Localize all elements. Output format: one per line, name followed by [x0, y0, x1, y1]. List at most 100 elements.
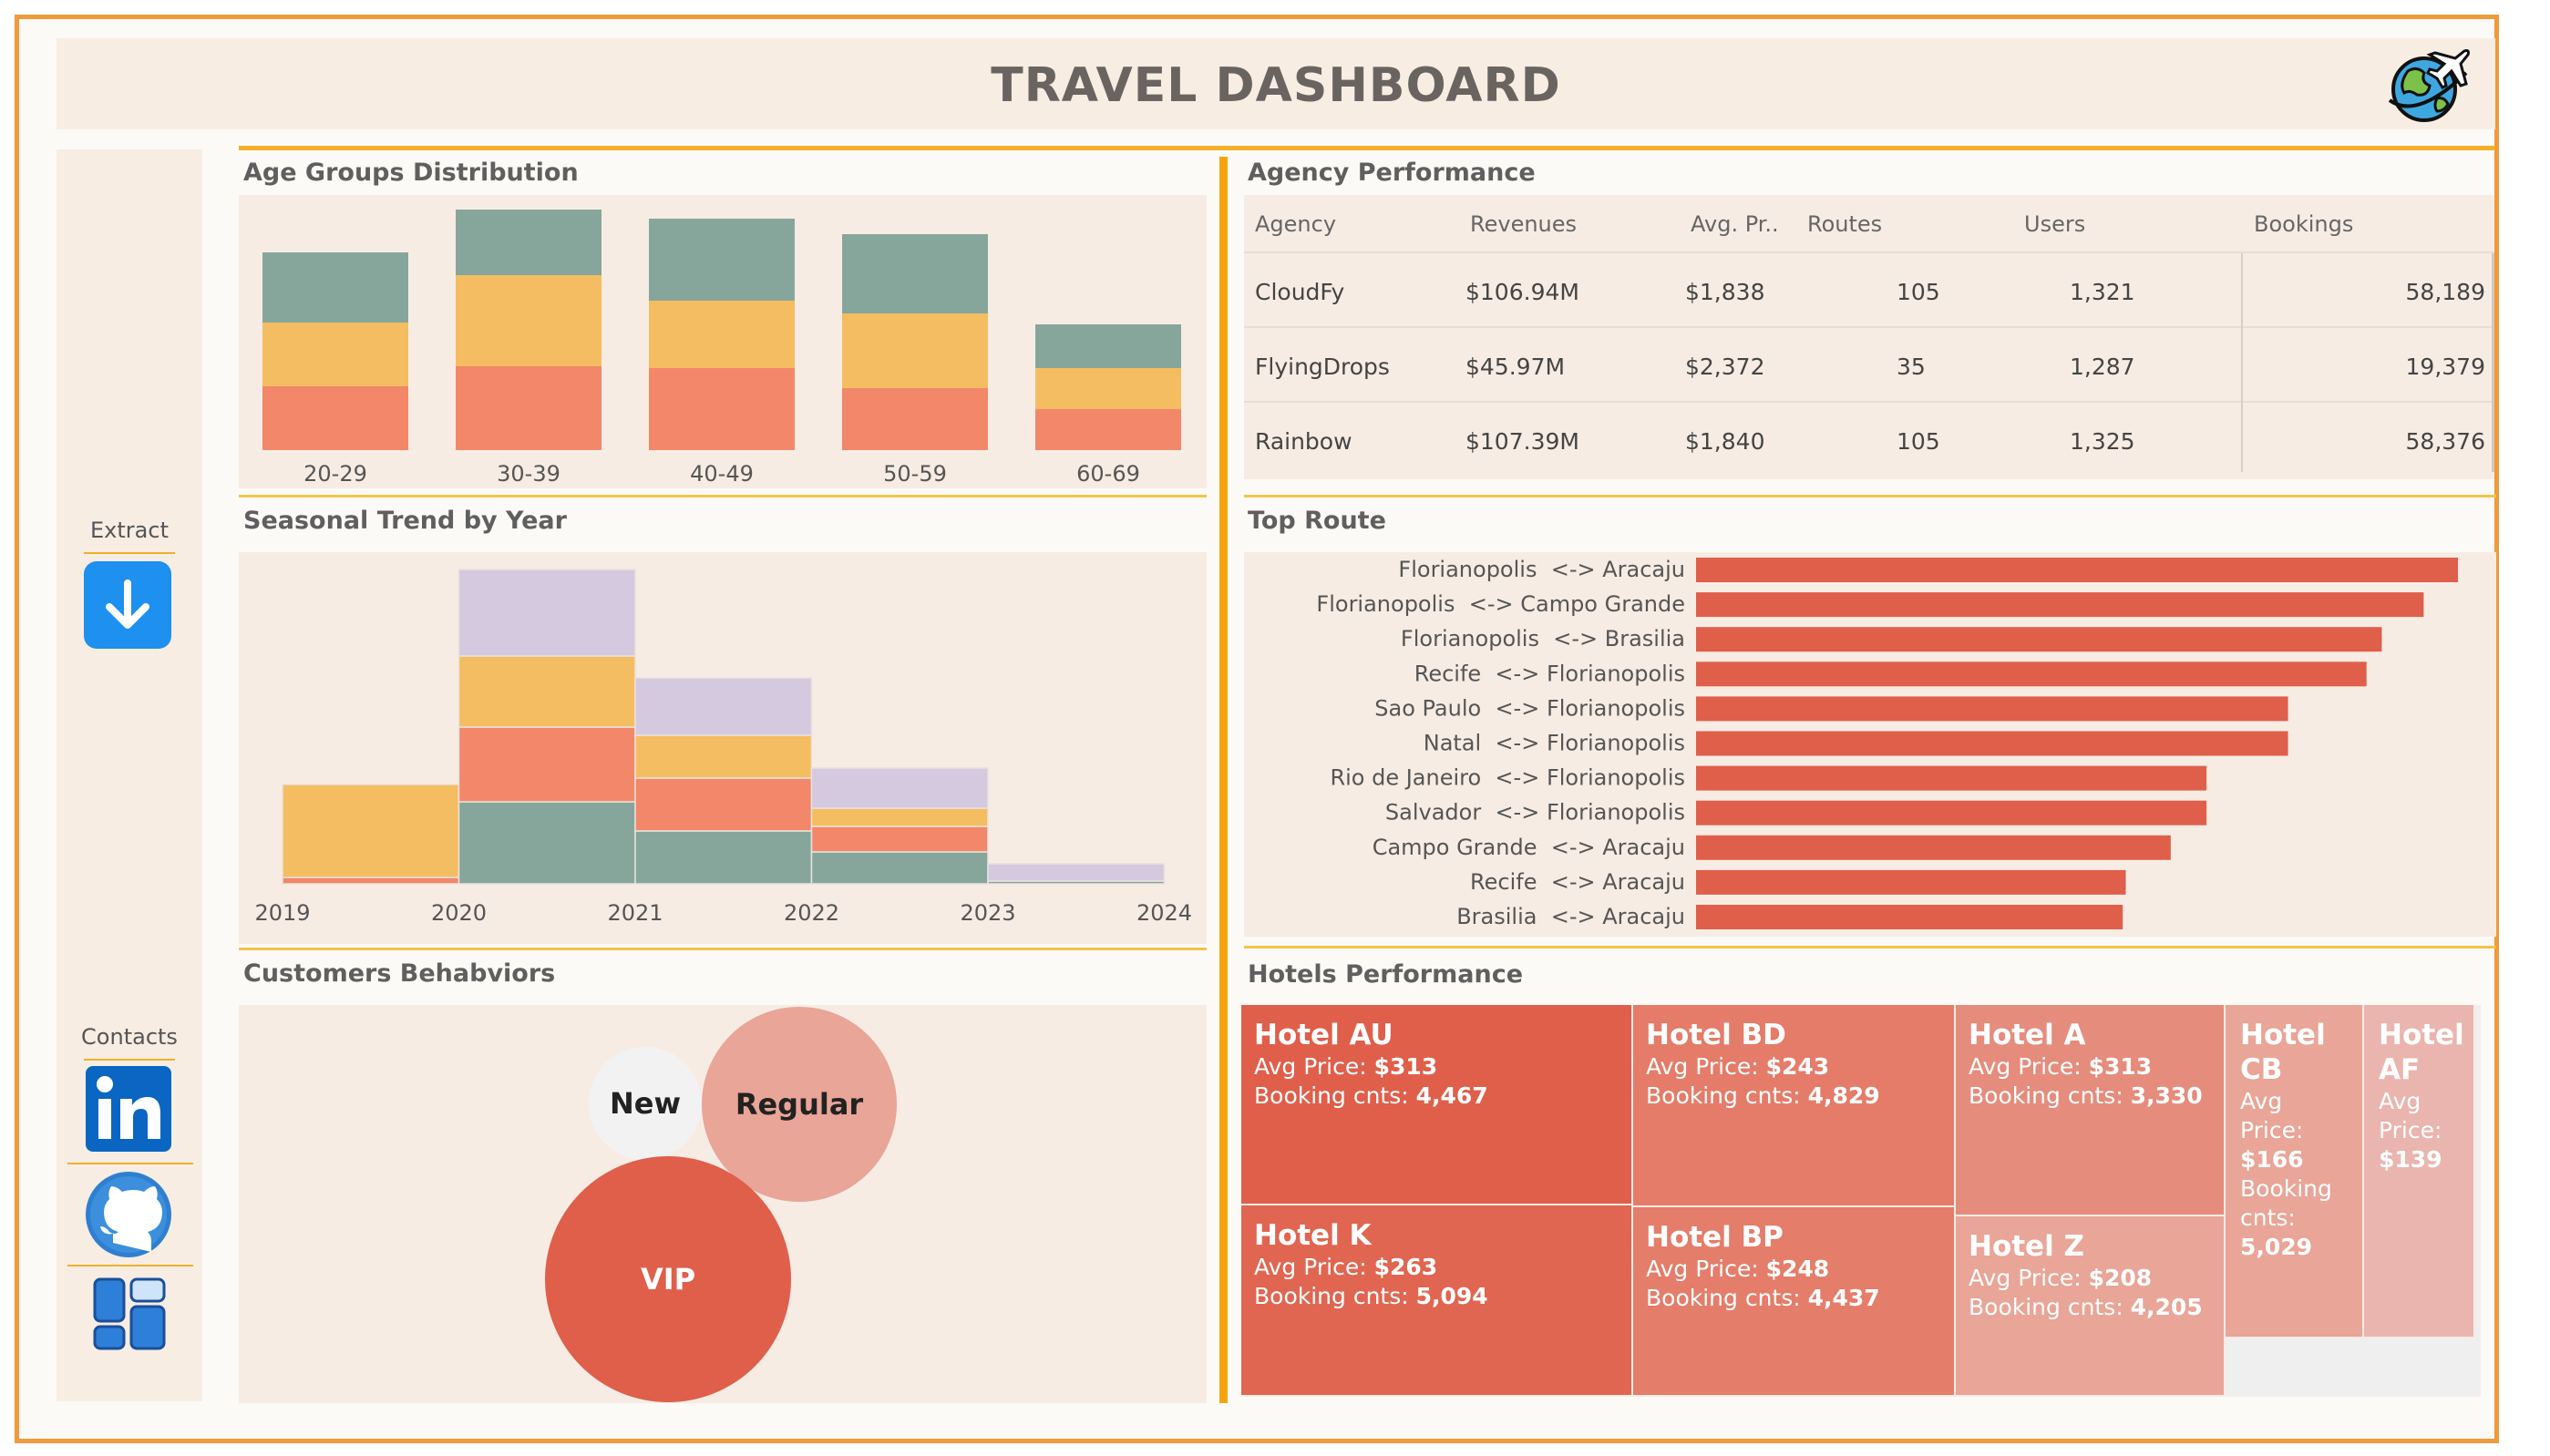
route-label: Brasilia <-> Aracaju	[1456, 904, 1685, 929]
season-bar-segment	[634, 734, 813, 779]
age-bar-segment	[842, 234, 988, 313]
cell-avg-price: $1,838	[1685, 279, 1765, 305]
col-header-routes[interactable]: Routes	[1807, 211, 1883, 237]
route-label: Recife <-> Aracaju	[1470, 869, 1685, 895]
price-label: Avg Price:	[1646, 1256, 1766, 1282]
cell-agency: FlyingDrops	[1255, 354, 1390, 380]
download-arrow-icon	[106, 579, 149, 629]
bubble-vip[interactable]: VIP	[545, 1156, 791, 1402]
age-bar-segment	[842, 313, 988, 388]
age-tick-label: 30-39	[497, 461, 560, 487]
sidebar: Extract Contacts	[57, 149, 202, 1401]
hotel-name: Hotel BD	[1646, 1019, 1786, 1051]
hotel-price: $263	[1373, 1254, 1438, 1280]
price-label: Avg Price:	[1254, 1053, 1374, 1080]
season-bar-segment	[810, 767, 989, 809]
bubble-regular[interactable]: Regular	[702, 1007, 897, 1202]
hotel-price: $313	[2088, 1053, 2153, 1080]
dashboard-link[interactable]	[89, 1274, 170, 1354]
col-header-agency[interactable]: Agency	[1255, 211, 1337, 237]
season-bar-segment	[810, 851, 989, 885]
hotel-tile[interactable]: Hotel BP Avg Price: $248 Booking cnts: 4…	[1633, 1207, 1956, 1397]
season-tick-label: 2020	[431, 900, 487, 926]
hotel-bookings: 4,467	[1415, 1082, 1488, 1109]
seasonal-trend-panel: 2019 2020 2021 2022 2023 2024	[239, 552, 1207, 944]
table-row[interactable]: CloudFy $106.94M $1,838 105 1,321 58,189	[1244, 251, 2494, 326]
hotel-bookings: 5,029	[2240, 1234, 2313, 1260]
price-label: Avg Price:	[1646, 1053, 1766, 1080]
col-header-revenues[interactable]: Revenues	[1470, 211, 1578, 237]
contacts-divider-3	[67, 1265, 193, 1266]
route-bar	[1696, 800, 2207, 825]
age-tick-label: 40-49	[690, 461, 754, 487]
season-bar-segment	[810, 807, 989, 827]
age-bar-segment	[1035, 324, 1181, 368]
hotel-name: Hotel CB	[2240, 1019, 2326, 1086]
route-bar	[1696, 661, 2367, 687]
hotel-tile[interactable]: Hotel AU Avg Price: $313 Booking cnts: 4…	[1241, 1005, 1633, 1205]
hotel-tile[interactable]: Hotel A Avg Price: $313 Booking cnts: 3,…	[1956, 1005, 2226, 1216]
cell-bookings: 58,376	[2405, 428, 2485, 455]
age-groups-panel: 20-29 30-39 40-49 50-59 60-69	[239, 195, 1207, 488]
seasonal-trend-chart: 2019 2020 2021 2022 2023 2024	[254, 569, 1192, 926]
col-header-bookings[interactable]: Bookings	[2254, 211, 2354, 237]
hotel-tile[interactable]: Hotel K Avg Price: $263 Booking cnts: 5,…	[1241, 1205, 1633, 1397]
hotel-bookings: 3,330	[2130, 1082, 2203, 1109]
linkedin-link[interactable]	[86, 1066, 171, 1152]
col-header-users[interactable]: Users	[2024, 211, 2086, 237]
age-groups-title: Age Groups Distribution	[243, 159, 579, 187]
cell-users: 1,287	[2070, 354, 2135, 380]
table-row[interactable]: Rainbow $107.39M $1,840 105 1,325 58,376	[1244, 401, 2494, 476]
github-link[interactable]	[86, 1172, 171, 1257]
agency-table: Agency Revenues Avg. Pr.. Routes Users B…	[1244, 195, 2494, 479]
route-label: Natal <-> Florianopolis	[1424, 731, 1685, 756]
hotel-bookings: 4,829	[1807, 1082, 1880, 1109]
route-bar	[1696, 765, 2207, 791]
price-label: Avg Price:	[2379, 1088, 2442, 1143]
cell-agency: CloudFy	[1255, 279, 1345, 305]
hotel-tile[interactable]: Hotel CB Avg Price: $166 Booking cnts: 5…	[2226, 1005, 2364, 1338]
download-button[interactable]	[84, 561, 171, 649]
route-label: Campo Grande <-> Aracaju	[1373, 835, 1685, 860]
section-divider	[239, 948, 1207, 950]
route-bar	[1696, 869, 2126, 895]
age-bar-segment	[649, 219, 795, 301]
top-route-panel: Florianopolis <-> Aracaju Florianopolis <…	[1244, 552, 2496, 937]
hotel-name: Hotel BP	[1646, 1221, 1784, 1254]
bookings-label: Booking cnts:	[1254, 1283, 1416, 1309]
season-bar-segment	[634, 677, 813, 736]
customers-title: Customers Behabviors	[243, 959, 556, 988]
header-bar: TRAVEL DASHBOARD	[57, 38, 2495, 129]
hotel-price: $248	[1765, 1256, 1830, 1282]
hotel-tile[interactable]: Hotel Z Avg Price: $208 Booking cnts: 4,…	[1956, 1216, 2226, 1397]
season-bar-segment	[282, 877, 460, 885]
cell-routes: 105	[1897, 279, 1940, 305]
season-tick-label: 2024	[1136, 900, 1192, 926]
extract-label: Extract	[90, 518, 169, 543]
cell-revenues: $45.97M	[1465, 354, 1566, 380]
bookings-label: Booking cnts:	[1969, 1082, 2131, 1109]
page-title: TRAVEL DASHBOARD	[991, 58, 1561, 113]
table-row[interactable]: FlyingDrops $45.97M $2,372 35 1,287 19,3…	[1244, 326, 2494, 401]
section-divider	[1244, 495, 2496, 497]
route-bar	[1696, 592, 2424, 618]
bubble-label: New	[609, 1086, 682, 1121]
season-tick-label: 2021	[607, 900, 663, 926]
hotel-bookings: 5,094	[1415, 1283, 1488, 1309]
season-bar-segment	[458, 726, 636, 803]
cell-bookings: 58,189	[2405, 279, 2485, 305]
bubble-new[interactable]: New	[589, 1047, 702, 1160]
season-bar-segment	[634, 777, 813, 832]
route-label: Florianopolis <-> Aracaju	[1398, 557, 1685, 582]
col-header-avg-price[interactable]: Avg. Pr..	[1691, 211, 1779, 237]
hotel-tile[interactable]: Hotel BD Avg Price: $243 Booking cnts: 4…	[1633, 1005, 1956, 1207]
age-tick-label: 50-59	[883, 461, 947, 487]
hotel-name: Hotel A	[1969, 1019, 2086, 1051]
age-bar-segment	[262, 252, 408, 323]
age-bar-segment	[456, 366, 602, 450]
hotel-tile[interactable]: Hotel AF Avg Price: $139	[2364, 1005, 2475, 1338]
route-label: Florianopolis <-> Campo Grande	[1316, 591, 1685, 617]
season-tick-label: 2023	[960, 900, 1015, 926]
cell-routes: 105	[1897, 428, 1940, 455]
hotel-price: $139	[2379, 1146, 2442, 1173]
